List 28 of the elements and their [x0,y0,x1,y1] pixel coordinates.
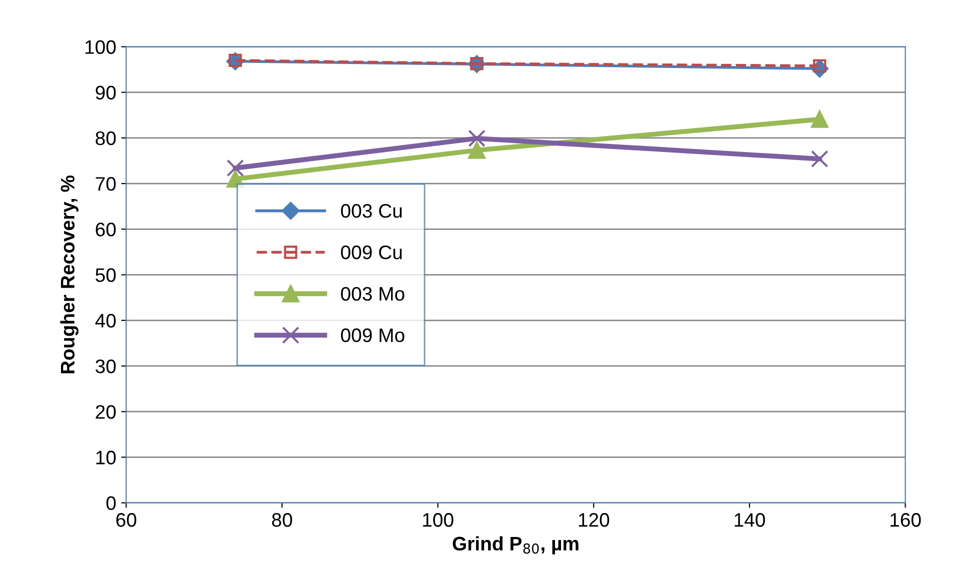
y-tick-label: 70 [96,177,116,191]
x-tick-label: 80 [272,513,292,527]
x-tick-label: 100 [423,513,454,527]
legend-label: 003 Mo [341,286,404,301]
y-tick-label: 40 [95,314,116,328]
y-axis-title: Rougher Recovery, % [60,176,78,374]
x-axis-title: Grind P$_{80}$, µm [452,536,578,554]
point [810,150,828,168]
y-tick-label: 0 [106,496,116,510]
point [226,159,244,177]
legend-label: 003 Cu [341,204,402,218]
x-tick-label: 60 [116,513,136,527]
point [468,130,486,148]
y-tick-label: 30 [96,359,116,374]
legend-label: 009 Mo [341,328,404,342]
y-tick-label: 10 [96,450,116,464]
x-tick-label: 160 [890,513,921,527]
y-tick-label: 80 [96,131,116,146]
x-tick-label: 120 [578,513,610,527]
point [810,110,828,128]
x-tick-label: 140 [734,513,765,527]
y-tick-label: 60 [96,222,116,236]
y-tick-label: 90 [96,86,116,100]
y-tick-label: 100 [86,40,116,54]
point [468,142,486,159]
legend-label: 009 Cu [341,245,402,260]
y-tick-label: 20 [96,405,116,419]
y-tick-label: 50 [96,268,116,282]
